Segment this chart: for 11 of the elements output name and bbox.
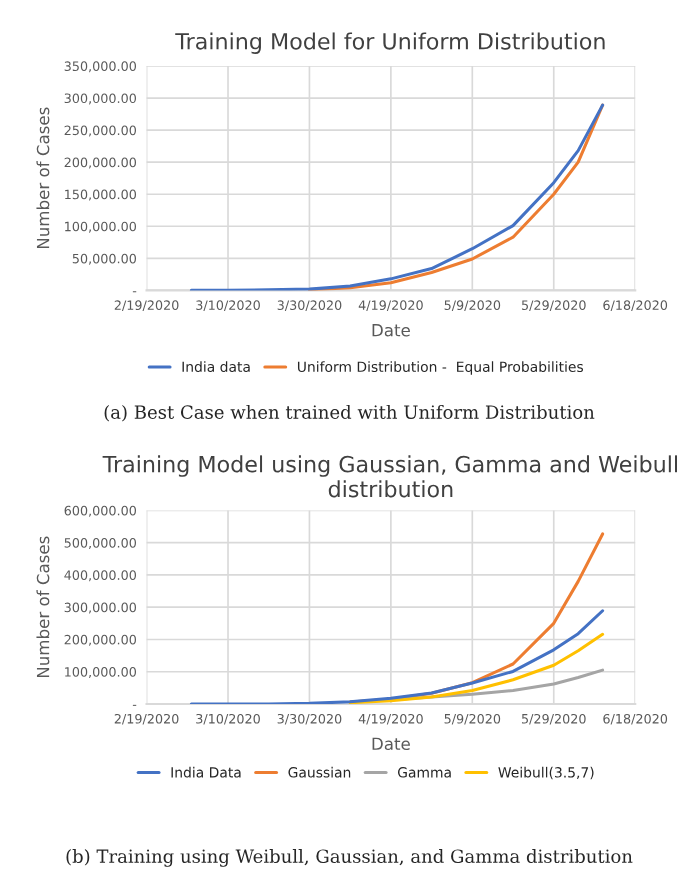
chart-title: Training Model for Uniform Distribution xyxy=(175,32,605,54)
line-series xyxy=(189,609,605,704)
x-axis-title: Date xyxy=(372,737,410,751)
text: (a) Best Case when trained with Uniform Distribution xyxy=(104,404,595,422)
line-series xyxy=(189,103,605,291)
chart-title: Training Model using Gaussian, Gamma and Weibull distribution xyxy=(102,455,678,498)
text: (b) Training using Weibull, Gaussian, and Gamma distribution xyxy=(66,849,633,867)
y-axis-title: Number of Cases xyxy=(36,536,50,678)
line-series xyxy=(348,632,605,704)
x-axis-title: Date xyxy=(372,324,410,337)
y-axis-title: Number of Cases xyxy=(36,107,50,249)
